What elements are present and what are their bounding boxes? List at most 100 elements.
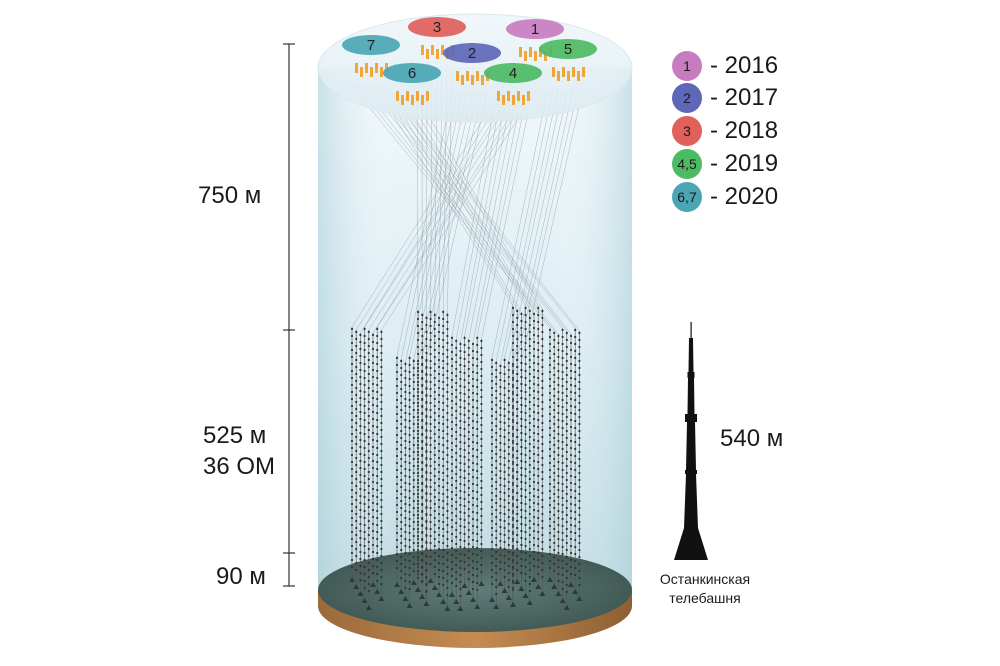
cluster-disc: 2 <box>443 43 501 63</box>
detector-string <box>499 88 559 582</box>
tower-height-label: 540 м <box>720 425 784 452</box>
detector-string <box>463 112 509 584</box>
string-anchor <box>535 584 542 589</box>
string-anchor <box>410 580 417 585</box>
string-anchor <box>415 587 421 592</box>
cluster-number: 2 <box>468 45 476 62</box>
legend-badge: 1 <box>672 51 702 81</box>
detector-string <box>350 68 516 578</box>
buoy-group <box>396 91 429 105</box>
tower-caption: Останкинская телебашня <box>640 570 770 608</box>
string-anchor <box>431 585 438 590</box>
optical-modules-label: 36 ОМ <box>203 453 276 480</box>
string-anchor <box>563 605 570 610</box>
detector-string <box>360 84 560 592</box>
detector-string <box>476 112 524 605</box>
string-anchor <box>378 596 385 601</box>
cluster-discs: 1 2 3 4 5 6 7 <box>342 17 597 83</box>
detector-string <box>408 92 468 604</box>
string-anchor <box>478 581 485 586</box>
cluster-disc: 4 <box>484 63 542 83</box>
string-anchor <box>398 589 405 594</box>
string-anchor <box>449 592 455 597</box>
string-anchor <box>526 600 533 605</box>
cluster-disc: 3 <box>408 17 466 37</box>
cluster-number: 4 <box>509 65 517 82</box>
legend-badge: 6,7 <box>672 182 702 212</box>
string-anchor <box>518 586 525 591</box>
string-anchor <box>531 577 537 582</box>
string-anchor <box>576 596 583 601</box>
legend-badge: 2 <box>672 83 702 113</box>
legend-year: - 2018 <box>710 117 779 144</box>
legend-badge: 3 <box>672 116 702 146</box>
detector-string <box>490 88 549 598</box>
string-anchor <box>547 577 553 582</box>
string-anchor <box>470 597 476 602</box>
legend-item: 4,5 - 2019 <box>672 149 778 179</box>
string-anchor <box>505 595 512 600</box>
detector-string <box>404 92 463 597</box>
detector-string <box>401 112 523 587</box>
legend-item: 6,7 - 2020 <box>672 182 778 212</box>
string-anchor <box>427 578 434 583</box>
cluster-number: 1 <box>531 21 539 38</box>
detector-string <box>495 88 554 605</box>
string-anchor <box>349 577 355 582</box>
detector-string <box>355 84 556 585</box>
legend-year: - 2016 <box>710 52 779 79</box>
detector-string <box>400 92 458 590</box>
string-anchor <box>374 589 381 594</box>
string-anchor <box>444 606 451 611</box>
tower-caption-line1: Останкинская <box>659 571 751 587</box>
string-anchor <box>510 602 516 607</box>
detector-string <box>455 112 499 600</box>
string-anchor <box>493 604 500 609</box>
string-anchor <box>539 591 546 596</box>
cluster-number: 7 <box>367 37 375 54</box>
legend-year: - 2017 <box>710 84 779 111</box>
detector-string <box>370 84 568 606</box>
detector-string <box>471 112 519 598</box>
cluster-disc: 6 <box>383 63 441 83</box>
detector-string <box>380 84 577 590</box>
bottom-gap-label: 90 м <box>216 563 266 590</box>
detector-string <box>350 84 552 578</box>
string-anchor <box>419 594 426 599</box>
string-anchor <box>353 584 360 589</box>
string-anchor <box>522 593 529 598</box>
instrumented-height-label: 525 м <box>203 422 267 449</box>
string-anchor <box>394 582 400 587</box>
string-anchor <box>572 589 579 594</box>
legend-item: 3 - 2018 <box>672 116 778 146</box>
string-anchor <box>465 590 472 595</box>
string-anchor <box>370 582 376 587</box>
buoy-group <box>497 91 530 105</box>
depth-scale <box>283 43 295 587</box>
legend-year: - 2020 <box>710 183 779 210</box>
cluster-disc: 7 <box>342 35 400 55</box>
detector-string <box>395 92 453 583</box>
top-height-label: 750 м <box>198 182 262 209</box>
cluster-disc: 1 <box>506 19 564 39</box>
ostankino-tower-icon <box>674 322 708 560</box>
string-anchor <box>357 591 364 596</box>
cluster-number: 3 <box>433 19 441 36</box>
detector-string <box>385 84 581 597</box>
legend-item: 2 - 2017 <box>672 83 778 113</box>
detector-string <box>365 84 564 599</box>
string-anchor <box>551 584 558 589</box>
legend-year: - 2019 <box>710 150 779 177</box>
string-anchor <box>457 606 464 611</box>
detector-string <box>459 112 504 607</box>
string-anchor <box>453 599 460 604</box>
detector-string <box>391 112 515 603</box>
detector-string <box>375 84 573 583</box>
string-anchor <box>489 597 495 602</box>
tower-caption-line2: телебашня <box>669 590 741 606</box>
detector-string <box>355 68 521 585</box>
legend-item: 1 - 2016 <box>672 51 778 81</box>
detector-string <box>396 112 519 580</box>
buoy-group <box>552 67 585 81</box>
string-anchor <box>365 605 372 610</box>
